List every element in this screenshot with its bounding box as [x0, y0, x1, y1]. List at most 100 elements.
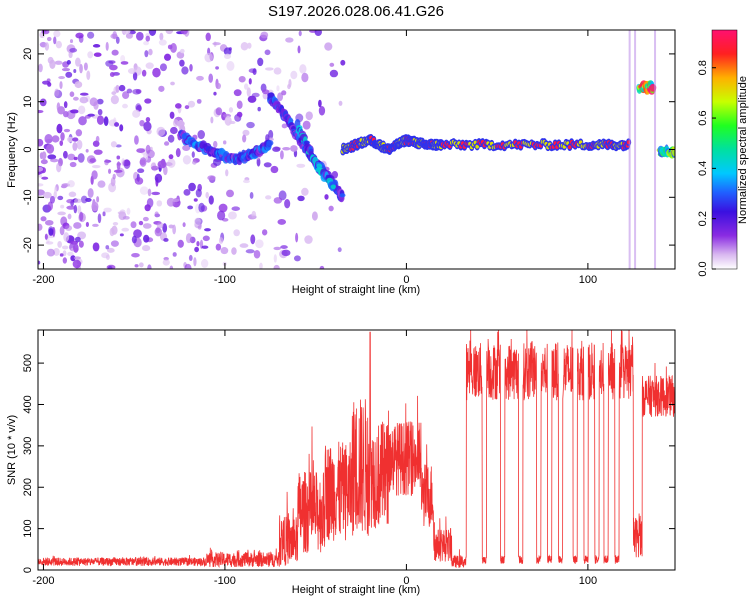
noise-blob: [46, 248, 55, 257]
noise-blob: [244, 83, 249, 90]
noise-blob: [65, 71, 73, 78]
noise-blob: [205, 32, 211, 42]
noise-blob: [324, 194, 329, 200]
noise-blob: [58, 76, 66, 80]
noise-blob: [57, 211, 66, 216]
noise-blob: [228, 107, 234, 113]
noise-blob: [75, 129, 83, 137]
spectrogram-x-tick-label: -100: [214, 274, 236, 286]
noise-blob: [280, 150, 284, 160]
noise-blob: [183, 188, 191, 196]
spectrogram-x-label: Height of straight line (km): [292, 284, 420, 296]
noise-blob: [213, 91, 217, 96]
noise-blob: [59, 140, 64, 147]
noise-blob: [156, 200, 163, 207]
noise-blob: [197, 129, 205, 140]
colorbar-tick-label: 0.6: [697, 110, 709, 125]
noise-blob: [134, 264, 139, 268]
noise-blob: [125, 33, 133, 39]
noise-blob: [261, 229, 268, 236]
noise-blob: [226, 61, 235, 71]
noise-blob: [252, 68, 257, 75]
noise-blob: [240, 41, 249, 51]
noise-blob: [38, 166, 44, 172]
noise-blob: [109, 64, 118, 71]
noise-blob: [212, 42, 221, 46]
noise-blob: [204, 52, 213, 63]
descending-track-c-mark: [316, 163, 323, 169]
noise-blob: [251, 92, 260, 98]
noise-blob: [223, 47, 232, 56]
noise-blob: [48, 228, 54, 236]
noise-blob: [175, 148, 181, 158]
noise-blob: [144, 204, 151, 212]
snr-y-tick-label: 100: [22, 519, 34, 537]
noise-blob: [314, 30, 322, 36]
noise-blob: [194, 246, 200, 253]
colorbar-label: Normalized spectral amplitude: [737, 76, 749, 224]
noise-blob: [249, 215, 257, 220]
noise-blob: [249, 192, 254, 199]
noise-blob: [163, 53, 172, 61]
noise-blob: [246, 121, 255, 129]
spectrogram-y-tick-label: 10: [22, 96, 34, 108]
noise-blob: [38, 260, 41, 265]
noise-blob: [215, 243, 222, 251]
noise-blob: [97, 213, 102, 224]
noise-blob: [68, 191, 77, 198]
noise-blob: [328, 205, 334, 212]
noise-blob: [62, 257, 68, 264]
noise-blob: [139, 119, 145, 127]
vertical-streak: [654, 30, 657, 269]
noise-blob: [109, 72, 115, 77]
noise-blob: [45, 241, 54, 245]
noise-blob: [87, 51, 94, 59]
noise-blob: [56, 162, 62, 173]
noise-blob: [340, 59, 346, 66]
noise-blob: [222, 140, 227, 145]
chart-title: S197.2026.028.06.41.G26: [268, 3, 444, 20]
noise-blob: [69, 161, 77, 168]
noise-blob: [121, 227, 130, 232]
noise-blob: [67, 136, 74, 143]
noise-blob: [105, 41, 109, 51]
noise-blob: [46, 144, 55, 154]
noise-blob: [40, 159, 48, 165]
noise-blob: [247, 95, 257, 103]
noise-blob: [123, 159, 131, 169]
spectrogram-y-label: Frequency (Hz): [6, 112, 18, 188]
noise-blob: [142, 223, 152, 229]
noise-blob: [233, 229, 240, 237]
noise-blob: [70, 255, 76, 262]
noise-blob: [42, 191, 52, 199]
noise-blob: [281, 123, 288, 129]
noise-blob: [195, 188, 202, 198]
noise-blob: [218, 203, 228, 213]
noise-blob: [74, 81, 83, 89]
noise-blob: [73, 256, 81, 260]
noise-blob: [56, 102, 61, 111]
noise-blob: [272, 146, 281, 152]
noise-blob: [67, 180, 75, 188]
noise-blob: [92, 223, 99, 227]
noise-blob: [115, 144, 122, 148]
noise-blob: [256, 157, 261, 167]
noise-blob: [255, 239, 264, 249]
noise-blob: [96, 115, 105, 125]
noise-blob: [74, 236, 81, 243]
noise-blob: [77, 153, 85, 163]
noise-blob: [145, 144, 151, 154]
noise-blob: [170, 126, 178, 135]
noise-blob: [78, 105, 86, 115]
noise-blob: [193, 198, 198, 202]
noise-blob: [54, 88, 60, 97]
noise-blob: [196, 241, 200, 247]
noise-blob: [155, 227, 161, 234]
noise-blob: [208, 195, 214, 205]
noise-blob: [51, 135, 60, 143]
noise-blob: [263, 162, 272, 168]
noise-blob: [110, 141, 117, 148]
noise-blob: [46, 36, 52, 42]
noise-blob: [108, 60, 116, 64]
